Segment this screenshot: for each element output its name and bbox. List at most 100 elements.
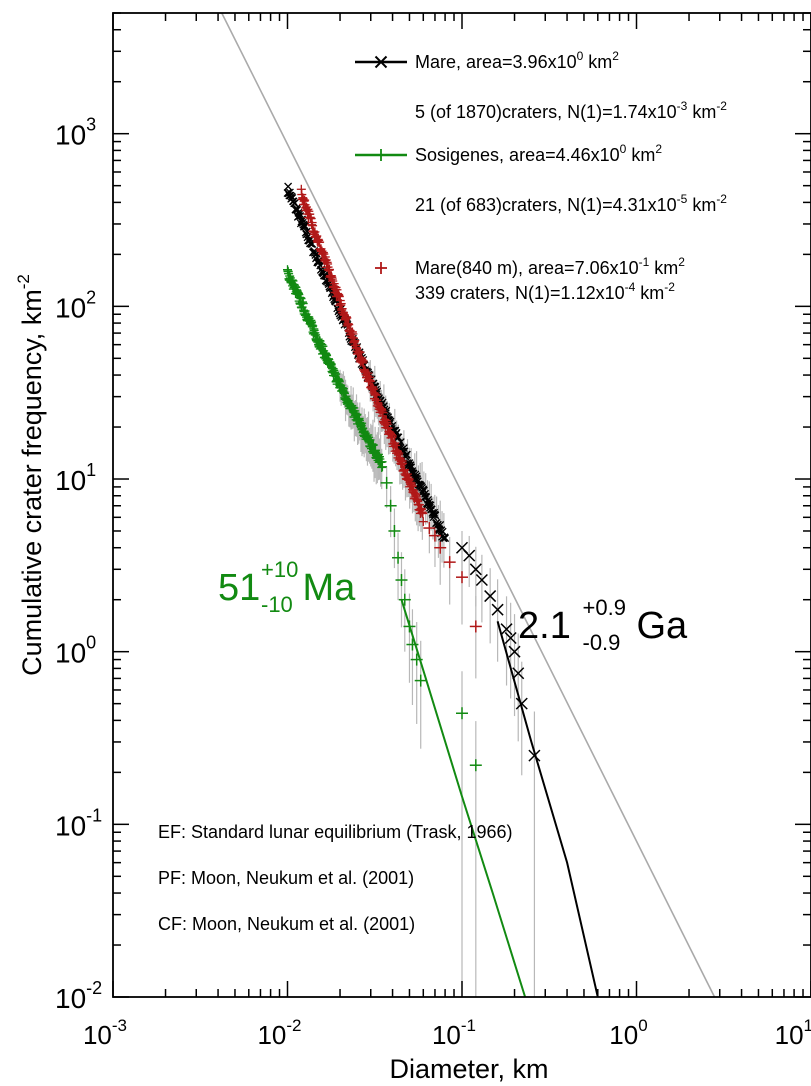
legend-sosigenes-detail-unit-exponent: -2 xyxy=(716,192,727,206)
black-age-unit: Ga xyxy=(637,605,689,647)
sosigenes-point xyxy=(392,551,405,564)
equilibrium-line xyxy=(221,12,716,998)
x-tick-label-exponent: 0 xyxy=(638,1016,647,1035)
mare-point-stroke-b xyxy=(419,486,428,495)
legend-mare-label-unit: km xyxy=(583,52,612,72)
mare-point xyxy=(475,573,488,587)
legend-sosigenes-label-text: Sosigenes, area=4.46x10 xyxy=(415,145,620,165)
mare-point-stroke-b xyxy=(284,182,293,191)
mare-point xyxy=(424,495,433,504)
mare-point-stroke-b xyxy=(290,199,299,208)
mare-point-stroke-b xyxy=(303,233,312,242)
black-age-annotation: 2.1 +0.9 -0.9 Ga xyxy=(518,595,688,655)
mare-840-m-point xyxy=(378,408,388,418)
y-tick-label-exponent: -2 xyxy=(86,978,102,998)
mare-point-stroke-b xyxy=(491,603,504,616)
legend-mare-marker xyxy=(374,55,388,69)
sosigenes-point xyxy=(380,476,393,489)
function-note: PF: Moon, Neukum et al. (2001) xyxy=(158,868,414,888)
mare-point xyxy=(394,433,403,442)
legend-mare-detail-unit: km xyxy=(687,102,716,122)
x-axis-label: Diameter, km xyxy=(389,1054,548,1084)
x-tick-label: 10-2 xyxy=(257,1016,301,1050)
mare-840-m-point xyxy=(303,204,313,214)
legend-mare-label-unit-exponent: 2 xyxy=(612,49,619,63)
mare-840-m-point xyxy=(334,292,344,302)
mare-point xyxy=(500,623,513,636)
mare-point-stroke-b xyxy=(295,209,304,218)
mare-point-stroke-b xyxy=(475,573,488,587)
mare-point-stroke-b xyxy=(431,511,440,520)
sosigenes-point xyxy=(395,574,408,587)
sosigenes-point xyxy=(398,593,411,606)
y-tick-label: 10-2 xyxy=(55,978,102,1014)
mare-point xyxy=(512,667,525,680)
mare-point xyxy=(285,188,294,197)
legend-mare-840-m-label: Mare(840 m), area=7.06x10-1 km2 xyxy=(415,255,685,278)
legend-sosigenes-label-unit: km xyxy=(626,145,655,165)
legend-sosigenes-detail-text: 21 (of 683)craters, N(1)=4.31x10 xyxy=(415,195,677,215)
tick-layer xyxy=(112,12,811,998)
black-age-value: 2.1 xyxy=(518,605,571,647)
mare-840-m-point xyxy=(342,313,352,323)
mare-point-stroke-b xyxy=(402,450,411,459)
legend-mare-detail-exponent: -3 xyxy=(677,99,688,113)
legend-mare-840-m-label-unit: km xyxy=(649,258,678,278)
mare-point-stroke-b xyxy=(463,549,476,562)
legend-sosigenes-marker xyxy=(375,149,387,161)
mare-point xyxy=(284,182,293,191)
legend-mare-840-m-detail-exponent: -4 xyxy=(625,280,636,294)
mare-840-m-point xyxy=(469,620,482,633)
sosigenes-point xyxy=(331,369,341,379)
legend-sosigenes-label: Sosigenes, area=4.46x100 km2 xyxy=(415,142,662,165)
mare-point xyxy=(508,645,521,658)
x-tick-label-exponent: -1 xyxy=(461,1016,476,1035)
y-tick-label-mantissa: 10 xyxy=(55,465,86,496)
y-tick-label: 10-1 xyxy=(55,805,102,841)
legend-mare-label: Mare, area=3.96x100 km2 xyxy=(415,49,619,72)
mare-fit-line xyxy=(496,621,599,998)
legend-mare-840-m-label-text: Mare(840 m), area=7.06x10 xyxy=(415,258,639,278)
mare-point-stroke-b xyxy=(424,495,433,504)
mare-840-m-point xyxy=(428,529,441,542)
mare-840-m-point xyxy=(363,368,373,378)
mare-point-stroke-b xyxy=(417,482,426,491)
x-tick-label-exponent: -3 xyxy=(112,1016,127,1035)
mare-point-stroke-b xyxy=(430,508,439,517)
x-tick-label-mantissa: 10 xyxy=(775,1020,804,1050)
legend-mare-840-m-marker xyxy=(375,262,387,274)
mare-point xyxy=(515,697,528,710)
legend-mare-label-exponent: 0 xyxy=(577,49,584,63)
mare-840-m-point xyxy=(443,556,456,569)
legend-mare-detail-unit-exponent: -2 xyxy=(716,99,727,113)
black-age-lower-error: -0.9 xyxy=(583,630,621,655)
mare-point-stroke-b xyxy=(396,438,405,447)
mare-point xyxy=(441,534,450,543)
y-tick-label-exponent: 0 xyxy=(86,633,96,653)
mare-840-m-point xyxy=(398,458,408,468)
sosigenes-point xyxy=(318,341,328,351)
y-tick-label-mantissa: 10 xyxy=(55,292,86,323)
mare-point-stroke-b xyxy=(399,444,408,453)
x-tick-label-mantissa: 10 xyxy=(432,1020,461,1050)
sosigenes-point xyxy=(384,499,397,512)
legend-sosigenes-detail: 21 (of 683)craters, N(1)=4.31x10-5 km-2 xyxy=(415,192,727,215)
mare-point-stroke-b xyxy=(484,590,497,603)
mare-point-stroke-b xyxy=(469,563,482,576)
mare-840-m-point xyxy=(358,356,368,366)
x-tick-label-mantissa: 10 xyxy=(609,1020,638,1050)
mare-840-m-point xyxy=(387,431,397,441)
legend-sosigenes-label-exponent: 0 xyxy=(620,142,627,156)
mare-point-stroke-b xyxy=(302,230,311,239)
legend-sosigenes-detail-unit: km xyxy=(687,195,716,215)
sosigenes-point xyxy=(368,440,378,450)
legend-mare-840-m-label-exponent: -1 xyxy=(639,255,650,269)
legend-mare-detail-text: 5 (of 1870)craters, N(1)=1.74x10 xyxy=(415,102,677,122)
mare-point-stroke-b xyxy=(288,194,297,202)
green-age-annotation: 51 +10 -10 Ma xyxy=(218,557,356,617)
sosigenes-point xyxy=(456,707,468,720)
x-tick-label-mantissa: 10 xyxy=(83,1020,112,1050)
